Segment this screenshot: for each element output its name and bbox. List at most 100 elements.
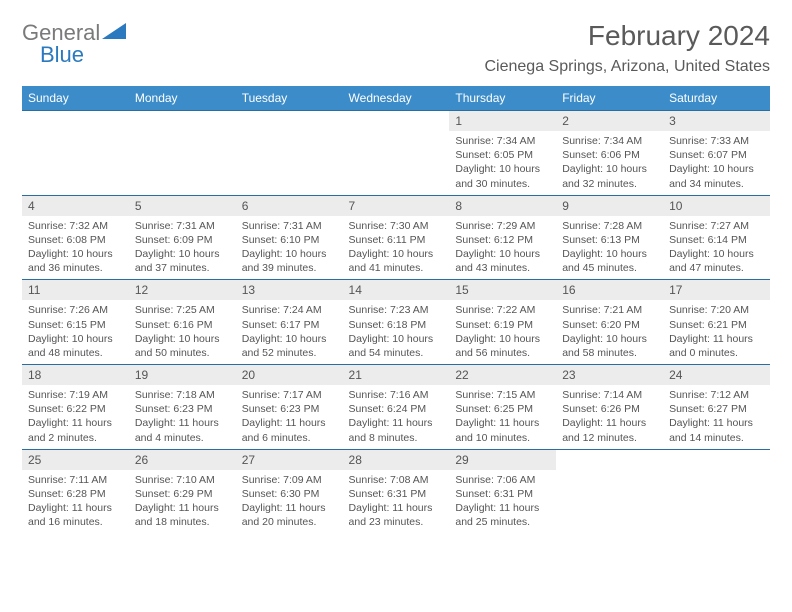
day-number: 14: [343, 280, 450, 300]
day-content: Sunrise: 7:21 AMSunset: 6:20 PMDaylight:…: [556, 300, 663, 364]
day-cell: 14Sunrise: 7:23 AMSunset: 6:18 PMDayligh…: [343, 280, 450, 365]
day-header-cell: Friday: [556, 86, 663, 111]
month-title: February 2024: [485, 20, 771, 52]
day-cell: 1Sunrise: 7:34 AMSunset: 6:05 PMDaylight…: [449, 111, 556, 196]
day-number: 5: [129, 196, 236, 216]
day-number: 15: [449, 280, 556, 300]
week-row: 18Sunrise: 7:19 AMSunset: 6:22 PMDayligh…: [22, 365, 770, 450]
day-cell: 3Sunrise: 7:33 AMSunset: 6:07 PMDaylight…: [663, 111, 770, 196]
day-cell: [556, 449, 663, 533]
calendar-table: SundayMondayTuesdayWednesdayThursdayFrid…: [22, 86, 770, 533]
day-cell: [343, 111, 450, 196]
day-cell: 22Sunrise: 7:15 AMSunset: 6:25 PMDayligh…: [449, 365, 556, 450]
day-cell: 29Sunrise: 7:06 AMSunset: 6:31 PMDayligh…: [449, 449, 556, 533]
week-row: 1Sunrise: 7:34 AMSunset: 6:05 PMDaylight…: [22, 111, 770, 196]
location-text: Cienega Springs, Arizona, United States: [485, 58, 771, 76]
day-content: Sunrise: 7:06 AMSunset: 6:31 PMDaylight:…: [449, 470, 556, 534]
day-number: 17: [663, 280, 770, 300]
day-content: Sunrise: 7:18 AMSunset: 6:23 PMDaylight:…: [129, 385, 236, 449]
day-number: 8: [449, 196, 556, 216]
day-content: Sunrise: 7:25 AMSunset: 6:16 PMDaylight:…: [129, 300, 236, 364]
day-cell: 15Sunrise: 7:22 AMSunset: 6:19 PMDayligh…: [449, 280, 556, 365]
day-number: 28: [343, 450, 450, 470]
day-cell: [22, 111, 129, 196]
day-header-cell: Sunday: [22, 86, 129, 111]
day-cell: 26Sunrise: 7:10 AMSunset: 6:29 PMDayligh…: [129, 449, 236, 533]
day-header-cell: Saturday: [663, 86, 770, 111]
day-content: Sunrise: 7:12 AMSunset: 6:27 PMDaylight:…: [663, 385, 770, 449]
day-content: Sunrise: 7:29 AMSunset: 6:12 PMDaylight:…: [449, 216, 556, 280]
day-number: 9: [556, 196, 663, 216]
day-header-row: SundayMondayTuesdayWednesdayThursdayFrid…: [22, 86, 770, 111]
day-number: 18: [22, 365, 129, 385]
day-number: 29: [449, 450, 556, 470]
day-content: Sunrise: 7:17 AMSunset: 6:23 PMDaylight:…: [236, 385, 343, 449]
day-number: 24: [663, 365, 770, 385]
day-content: Sunrise: 7:23 AMSunset: 6:18 PMDaylight:…: [343, 300, 450, 364]
title-block: February 2024 Cienega Springs, Arizona, …: [485, 20, 771, 76]
day-cell: 11Sunrise: 7:26 AMSunset: 6:15 PMDayligh…: [22, 280, 129, 365]
day-cell: 8Sunrise: 7:29 AMSunset: 6:12 PMDaylight…: [449, 195, 556, 280]
day-content: Sunrise: 7:33 AMSunset: 6:07 PMDaylight:…: [663, 131, 770, 195]
day-cell: 25Sunrise: 7:11 AMSunset: 6:28 PMDayligh…: [22, 449, 129, 533]
day-cell: 21Sunrise: 7:16 AMSunset: 6:24 PMDayligh…: [343, 365, 450, 450]
day-cell: 6Sunrise: 7:31 AMSunset: 6:10 PMDaylight…: [236, 195, 343, 280]
day-content: Sunrise: 7:32 AMSunset: 6:08 PMDaylight:…: [22, 216, 129, 280]
day-content: Sunrise: 7:19 AMSunset: 6:22 PMDaylight:…: [22, 385, 129, 449]
logo-sub: Blue: [40, 42, 84, 68]
day-cell: 10Sunrise: 7:27 AMSunset: 6:14 PMDayligh…: [663, 195, 770, 280]
day-number: 16: [556, 280, 663, 300]
day-cell: 24Sunrise: 7:12 AMSunset: 6:27 PMDayligh…: [663, 365, 770, 450]
day-content: Sunrise: 7:20 AMSunset: 6:21 PMDaylight:…: [663, 300, 770, 364]
day-number: 10: [663, 196, 770, 216]
day-content: Sunrise: 7:30 AMSunset: 6:11 PMDaylight:…: [343, 216, 450, 280]
day-cell: 18Sunrise: 7:19 AMSunset: 6:22 PMDayligh…: [22, 365, 129, 450]
logo-triangle-icon: [102, 21, 128, 46]
day-cell: 16Sunrise: 7:21 AMSunset: 6:20 PMDayligh…: [556, 280, 663, 365]
day-number: 3: [663, 111, 770, 131]
day-number: 23: [556, 365, 663, 385]
day-cell: 12Sunrise: 7:25 AMSunset: 6:16 PMDayligh…: [129, 280, 236, 365]
day-number: 21: [343, 365, 450, 385]
day-cell: 7Sunrise: 7:30 AMSunset: 6:11 PMDaylight…: [343, 195, 450, 280]
day-number: 26: [129, 450, 236, 470]
day-content: Sunrise: 7:09 AMSunset: 6:30 PMDaylight:…: [236, 470, 343, 534]
day-number: 6: [236, 196, 343, 216]
day-content: Sunrise: 7:14 AMSunset: 6:26 PMDaylight:…: [556, 385, 663, 449]
day-number: 20: [236, 365, 343, 385]
day-cell: 20Sunrise: 7:17 AMSunset: 6:23 PMDayligh…: [236, 365, 343, 450]
day-cell: 13Sunrise: 7:24 AMSunset: 6:17 PMDayligh…: [236, 280, 343, 365]
day-header-cell: Tuesday: [236, 86, 343, 111]
week-row: 11Sunrise: 7:26 AMSunset: 6:15 PMDayligh…: [22, 280, 770, 365]
week-row: 25Sunrise: 7:11 AMSunset: 6:28 PMDayligh…: [22, 449, 770, 533]
day-number: 25: [22, 450, 129, 470]
day-number: 22: [449, 365, 556, 385]
day-content: Sunrise: 7:24 AMSunset: 6:17 PMDaylight:…: [236, 300, 343, 364]
day-content: Sunrise: 7:31 AMSunset: 6:09 PMDaylight:…: [129, 216, 236, 280]
day-cell: 23Sunrise: 7:14 AMSunset: 6:26 PMDayligh…: [556, 365, 663, 450]
day-content: Sunrise: 7:34 AMSunset: 6:06 PMDaylight:…: [556, 131, 663, 195]
day-content: Sunrise: 7:31 AMSunset: 6:10 PMDaylight:…: [236, 216, 343, 280]
header: General February 2024 Cienega Springs, A…: [22, 20, 770, 76]
day-content: Sunrise: 7:34 AMSunset: 6:05 PMDaylight:…: [449, 131, 556, 195]
day-content: Sunrise: 7:26 AMSunset: 6:15 PMDaylight:…: [22, 300, 129, 364]
logo-text-blue: Blue: [40, 42, 84, 67]
day-number: 27: [236, 450, 343, 470]
day-cell: [663, 449, 770, 533]
day-content: Sunrise: 7:28 AMSunset: 6:13 PMDaylight:…: [556, 216, 663, 280]
day-number: 7: [343, 196, 450, 216]
day-content: Sunrise: 7:11 AMSunset: 6:28 PMDaylight:…: [22, 470, 129, 534]
day-number: 13: [236, 280, 343, 300]
day-cell: 27Sunrise: 7:09 AMSunset: 6:30 PMDayligh…: [236, 449, 343, 533]
day-number: 2: [556, 111, 663, 131]
day-content: Sunrise: 7:16 AMSunset: 6:24 PMDaylight:…: [343, 385, 450, 449]
day-cell: 5Sunrise: 7:31 AMSunset: 6:09 PMDaylight…: [129, 195, 236, 280]
day-cell: [236, 111, 343, 196]
day-number: 12: [129, 280, 236, 300]
day-content: Sunrise: 7:08 AMSunset: 6:31 PMDaylight:…: [343, 470, 450, 534]
week-row: 4Sunrise: 7:32 AMSunset: 6:08 PMDaylight…: [22, 195, 770, 280]
day-cell: 2Sunrise: 7:34 AMSunset: 6:06 PMDaylight…: [556, 111, 663, 196]
day-cell: 28Sunrise: 7:08 AMSunset: 6:31 PMDayligh…: [343, 449, 450, 533]
day-header-cell: Monday: [129, 86, 236, 111]
day-cell: 17Sunrise: 7:20 AMSunset: 6:21 PMDayligh…: [663, 280, 770, 365]
